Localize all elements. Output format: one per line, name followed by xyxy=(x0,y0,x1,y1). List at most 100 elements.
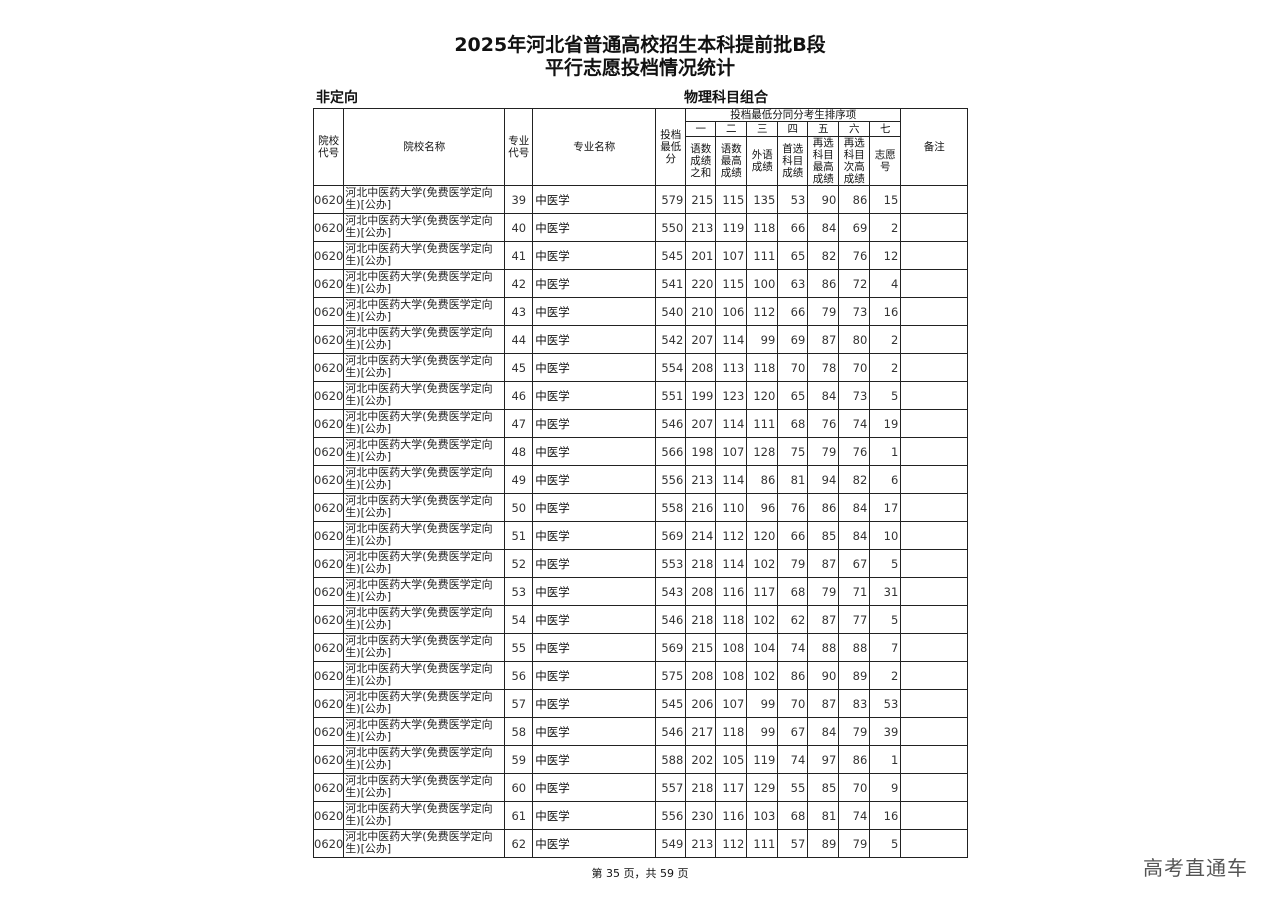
tiebreak-cell: 215 xyxy=(685,633,717,662)
min-score-cell: 566 xyxy=(655,437,687,466)
tiebreak-cell: 213 xyxy=(685,829,717,858)
school-name-cell: 河北中医药大学(免费医学定向生)[公办] xyxy=(343,549,506,578)
tiebreak-cell: 119 xyxy=(715,213,748,242)
table-row: 0620 河北中医药大学(免费医学定向生)[公办] 54 中医学 546 218 118 10… xyxy=(312,605,969,634)
school-code-cell: 0620 xyxy=(312,661,345,690)
header-tiebreak-item: 外语成绩 xyxy=(746,136,779,186)
tiebreak-cell: 9 xyxy=(869,773,902,802)
table-row: 0620 河北中医药大学(免费医学定向生)[公办] 40 中医学 550 213 119 11… xyxy=(312,213,969,242)
remarks-cell xyxy=(900,325,969,354)
header-school-name: 院校名称 xyxy=(343,108,506,186)
tiebreak-cell: 79 xyxy=(807,577,840,606)
tiebreak-cell: 113 xyxy=(715,353,748,382)
tiebreak-cell: 116 xyxy=(715,577,748,606)
tiebreak-cell: 39 xyxy=(869,717,902,746)
tiebreak-cell: 116 xyxy=(715,801,748,830)
remarks-cell xyxy=(900,465,969,494)
tiebreak-cell: 88 xyxy=(807,633,840,662)
tiebreak-cell: 85 xyxy=(807,521,840,550)
major-name-cell: 中医学 xyxy=(532,465,657,494)
header-tiebreak-number: 七 xyxy=(869,121,902,137)
tiebreak-cell: 208 xyxy=(685,661,717,690)
tiebreak-cell: 199 xyxy=(685,381,717,410)
tiebreak-cell: 88 xyxy=(838,633,871,662)
tiebreak-cell: 111 xyxy=(746,409,779,438)
school-code-cell: 0620 xyxy=(312,241,345,270)
remarks-cell xyxy=(900,241,969,270)
tiebreak-cell: 31 xyxy=(869,577,902,606)
major-code-cell: 47 xyxy=(504,409,534,438)
min-score-cell: 569 xyxy=(655,521,687,550)
header-tiebreak-item: 再选科目最高成绩 xyxy=(807,136,840,186)
tiebreak-cell: 19 xyxy=(869,409,902,438)
page-subtitle: 平行志愿投档情况统计 xyxy=(544,57,735,79)
min-score-cell: 546 xyxy=(655,717,687,746)
school-name-cell: 河北中医药大学(免费医学定向生)[公办] xyxy=(343,213,506,242)
tiebreak-cell: 213 xyxy=(685,465,717,494)
tiebreak-cell: 87 xyxy=(807,605,840,634)
tiebreak-cell: 115 xyxy=(715,269,748,298)
tiebreak-cell: 1 xyxy=(869,437,902,466)
table-row: 0620 河北中医药大学(免费医学定向生)[公办] 53 中医学 543 208 116 11… xyxy=(312,577,969,606)
tiebreak-cell: 118 xyxy=(715,605,748,634)
tiebreak-cell: 96 xyxy=(746,493,779,522)
major-code-cell: 39 xyxy=(504,185,534,214)
tiebreak-cell: 70 xyxy=(838,353,871,382)
major-code-cell: 45 xyxy=(504,353,534,382)
tiebreak-cell: 16 xyxy=(869,801,902,830)
school-code-cell: 0620 xyxy=(312,297,345,326)
tiebreak-cell: 94 xyxy=(807,465,840,494)
major-code-cell: 62 xyxy=(504,829,534,858)
tiebreak-cell: 77 xyxy=(838,605,871,634)
tiebreak-cell: 120 xyxy=(746,381,779,410)
tiebreak-cell: 82 xyxy=(807,241,840,270)
header-tiebreak-number: 三 xyxy=(746,121,779,137)
tiebreak-cell: 108 xyxy=(715,633,748,662)
min-score-cell: 588 xyxy=(655,745,687,774)
school-code-cell: 0620 xyxy=(312,381,345,410)
header-tiebreak-number: 六 xyxy=(838,121,871,137)
tiebreak-cell: 55 xyxy=(777,773,809,802)
major-code-cell: 40 xyxy=(504,213,534,242)
major-code-cell: 54 xyxy=(504,605,534,634)
tiebreak-cell: 86 xyxy=(746,465,779,494)
table-row: 0620 河北中医药大学(免费医学定向生)[公办] 44 中医学 542 207 114 99… xyxy=(312,325,969,354)
tiebreak-cell: 129 xyxy=(746,773,779,802)
remarks-cell xyxy=(900,493,969,522)
major-name-cell: 中医学 xyxy=(532,241,657,270)
tiebreak-cell: 84 xyxy=(807,717,840,746)
tiebreak-cell: 5 xyxy=(869,829,902,858)
tiebreak-cell: 81 xyxy=(807,801,840,830)
tiebreak-cell: 68 xyxy=(777,801,809,830)
major-name-cell: 中医学 xyxy=(532,297,657,326)
tiebreak-cell: 79 xyxy=(777,549,809,578)
remarks-cell xyxy=(900,745,969,774)
major-name-cell: 中医学 xyxy=(532,185,657,214)
tiebreak-cell: 100 xyxy=(746,269,779,298)
tiebreak-cell: 7 xyxy=(869,633,902,662)
tiebreak-cell: 70 xyxy=(777,689,809,718)
school-name-cell: 河北中医药大学(免费医学定向生)[公办] xyxy=(343,577,506,606)
school-code-cell: 0620 xyxy=(312,577,345,606)
tiebreak-cell: 62 xyxy=(777,605,809,634)
school-code-cell: 0620 xyxy=(312,829,345,858)
school-code-cell: 0620 xyxy=(312,493,345,522)
school-name-cell: 河北中医药大学(免费医学定向生)[公办] xyxy=(343,801,506,830)
tiebreak-cell: 90 xyxy=(807,661,840,690)
tiebreak-cell: 206 xyxy=(685,689,717,718)
remarks-cell xyxy=(900,829,969,858)
school-name-cell: 河北中医药大学(免费医学定向生)[公办] xyxy=(343,717,506,746)
tiebreak-cell: 119 xyxy=(746,745,779,774)
school-code-cell: 0620 xyxy=(312,521,345,550)
category-label: 非定向 xyxy=(316,90,358,106)
tiebreak-cell: 5 xyxy=(869,605,902,634)
min-score-cell: 542 xyxy=(655,325,687,354)
school-code-cell: 0620 xyxy=(312,801,345,830)
table-row: 0620 河北中医药大学(免费医学定向生)[公办] 50 中医学 558 216 110 96… xyxy=(312,493,969,522)
tiebreak-cell: 112 xyxy=(746,297,779,326)
tiebreak-cell: 102 xyxy=(746,549,779,578)
tiebreak-cell: 66 xyxy=(777,297,809,326)
tiebreak-cell: 112 xyxy=(715,521,748,550)
school-name-cell: 河北中医药大学(免费医学定向生)[公办] xyxy=(343,493,506,522)
min-score-cell: 541 xyxy=(655,269,687,298)
